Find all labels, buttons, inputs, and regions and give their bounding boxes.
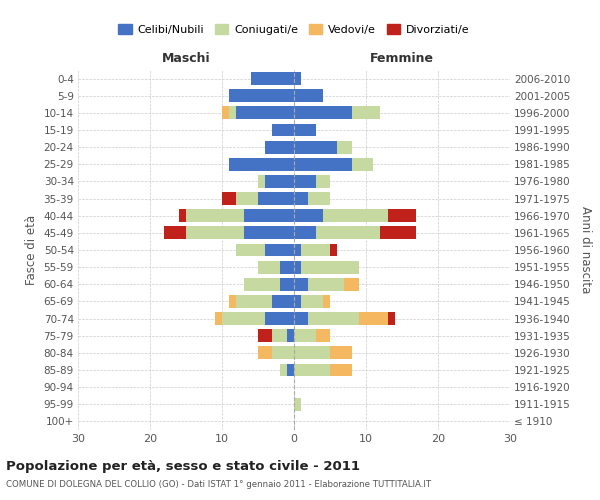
Bar [265, 175, 294, 188]
Bar [280, 364, 287, 376]
Bar [272, 330, 287, 342]
Bar [294, 226, 316, 239]
Bar [294, 244, 301, 256]
Bar [380, 226, 416, 239]
Bar [294, 210, 323, 222]
Bar [301, 260, 359, 274]
Bar [330, 364, 352, 376]
Bar [294, 278, 308, 290]
Bar [251, 72, 294, 85]
Bar [265, 312, 294, 325]
Bar [236, 106, 294, 120]
Bar [229, 158, 294, 170]
Bar [294, 158, 352, 170]
Bar [258, 175, 265, 188]
Bar [244, 278, 280, 290]
Bar [308, 278, 344, 290]
Bar [323, 210, 388, 222]
Bar [244, 210, 294, 222]
Bar [229, 295, 236, 308]
Text: COMUNE DI DOLEGNA DEL COLLIO (GO) - Dati ISTAT 1° gennaio 2011 - Elaborazione TU: COMUNE DI DOLEGNA DEL COLLIO (GO) - Dati… [6, 480, 431, 489]
Text: Femmine: Femmine [370, 52, 434, 65]
Bar [294, 124, 316, 136]
Bar [294, 90, 323, 102]
Bar [316, 330, 330, 342]
Bar [258, 330, 272, 342]
Bar [280, 278, 294, 290]
Bar [222, 106, 229, 120]
Bar [244, 226, 294, 239]
Bar [215, 312, 222, 325]
Bar [164, 226, 186, 239]
Bar [294, 260, 301, 274]
Bar [352, 158, 373, 170]
Bar [236, 244, 265, 256]
Bar [308, 312, 359, 325]
Bar [265, 140, 294, 153]
Bar [316, 226, 380, 239]
Bar [330, 346, 352, 360]
Bar [308, 192, 330, 205]
Bar [359, 312, 388, 325]
Bar [316, 175, 330, 188]
Bar [301, 244, 330, 256]
Bar [388, 210, 416, 222]
Y-axis label: Anni di nascita: Anni di nascita [579, 206, 592, 294]
Bar [294, 295, 301, 308]
Bar [229, 90, 294, 102]
Bar [258, 192, 294, 205]
Bar [258, 346, 272, 360]
Bar [229, 106, 236, 120]
Bar [294, 192, 308, 205]
Bar [294, 140, 337, 153]
Bar [272, 346, 294, 360]
Bar [186, 226, 244, 239]
Bar [265, 244, 294, 256]
Bar [236, 192, 258, 205]
Bar [179, 210, 186, 222]
Bar [287, 364, 294, 376]
Bar [337, 140, 352, 153]
Y-axis label: Fasce di età: Fasce di età [25, 215, 38, 285]
Bar [186, 210, 244, 222]
Bar [236, 295, 272, 308]
Bar [272, 124, 294, 136]
Bar [352, 106, 380, 120]
Bar [294, 346, 330, 360]
Text: Maschi: Maschi [161, 52, 211, 65]
Bar [294, 364, 330, 376]
Bar [301, 295, 323, 308]
Bar [222, 192, 236, 205]
Bar [323, 295, 330, 308]
Bar [294, 106, 352, 120]
Legend: Celibi/Nubili, Coniugati/e, Vedovi/e, Divorziati/e: Celibi/Nubili, Coniugati/e, Vedovi/e, Di… [114, 20, 474, 40]
Bar [344, 278, 359, 290]
Bar [222, 312, 265, 325]
Bar [294, 175, 316, 188]
Bar [294, 312, 308, 325]
Bar [294, 398, 301, 410]
Bar [272, 295, 294, 308]
Bar [294, 72, 301, 85]
Text: Popolazione per età, sesso e stato civile - 2011: Popolazione per età, sesso e stato civil… [6, 460, 360, 473]
Bar [330, 244, 337, 256]
Bar [287, 330, 294, 342]
Bar [388, 312, 395, 325]
Bar [294, 330, 316, 342]
Bar [258, 260, 280, 274]
Bar [280, 260, 294, 274]
